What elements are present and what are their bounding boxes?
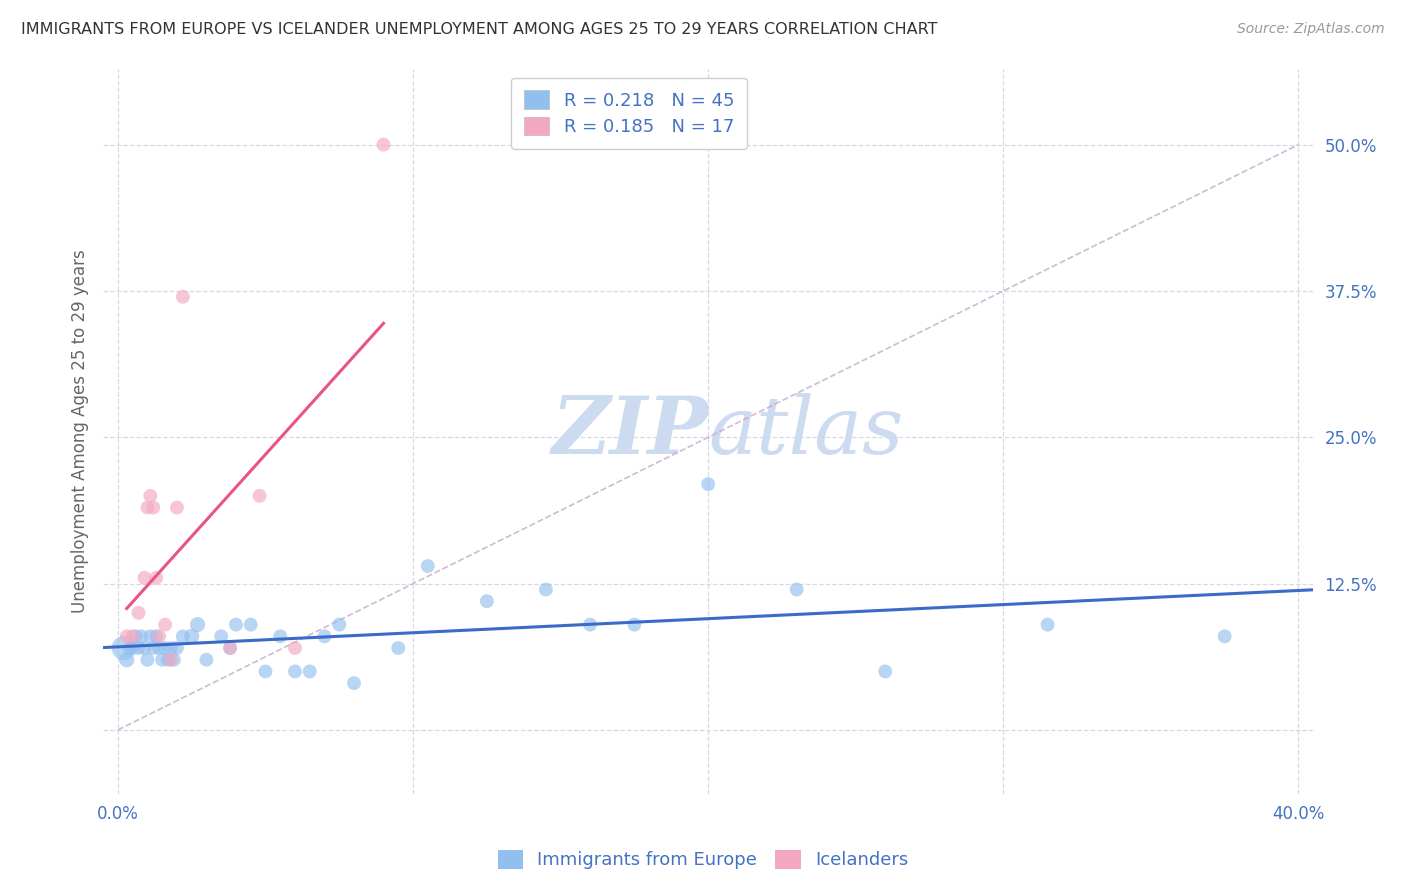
Point bbox=[623, 617, 645, 632]
Point bbox=[180, 629, 202, 643]
Point bbox=[387, 640, 409, 655]
Point bbox=[239, 617, 262, 632]
Point bbox=[128, 640, 150, 655]
Point bbox=[187, 617, 209, 632]
Point bbox=[142, 640, 165, 655]
Point bbox=[1213, 629, 1236, 643]
Point bbox=[124, 629, 146, 643]
Point bbox=[160, 653, 183, 667]
Y-axis label: Unemployment Among Ages 25 to 29 years: Unemployment Among Ages 25 to 29 years bbox=[72, 250, 89, 614]
Point bbox=[249, 489, 271, 503]
Point bbox=[534, 582, 557, 597]
Point bbox=[121, 640, 143, 655]
Text: Source: ZipAtlas.com: Source: ZipAtlas.com bbox=[1237, 22, 1385, 37]
Point bbox=[150, 653, 173, 667]
Point bbox=[142, 500, 165, 515]
Point bbox=[139, 489, 162, 503]
Point bbox=[134, 640, 156, 655]
Point bbox=[697, 477, 720, 491]
Point bbox=[209, 629, 232, 643]
Point bbox=[328, 617, 350, 632]
Text: IMMIGRANTS FROM EUROPE VS ICELANDER UNEMPLOYMENT AMONG AGES 25 TO 29 YEARS CORRE: IMMIGRANTS FROM EUROPE VS ICELANDER UNEM… bbox=[21, 22, 938, 37]
Point bbox=[148, 629, 170, 643]
Point bbox=[160, 640, 183, 655]
Point bbox=[115, 653, 138, 667]
Text: ZIP: ZIP bbox=[551, 392, 709, 470]
Point bbox=[786, 582, 808, 597]
Point bbox=[112, 640, 135, 655]
Point bbox=[416, 559, 439, 574]
Point bbox=[145, 629, 167, 643]
Point bbox=[219, 640, 242, 655]
Point bbox=[475, 594, 498, 608]
Legend: R = 0.218   N = 45, R = 0.185   N = 17: R = 0.218 N = 45, R = 0.185 N = 17 bbox=[512, 78, 747, 149]
Point bbox=[121, 629, 143, 643]
Point bbox=[172, 290, 194, 304]
Point bbox=[153, 617, 176, 632]
Point bbox=[153, 640, 176, 655]
Point bbox=[136, 653, 159, 667]
Point bbox=[195, 653, 218, 667]
Point bbox=[314, 629, 336, 643]
Point bbox=[145, 571, 167, 585]
Point bbox=[269, 629, 291, 643]
Point bbox=[139, 629, 162, 643]
Point bbox=[115, 629, 138, 643]
Point bbox=[373, 137, 395, 152]
Point bbox=[284, 640, 307, 655]
Point bbox=[1036, 617, 1059, 632]
Point bbox=[172, 629, 194, 643]
Point bbox=[219, 640, 242, 655]
Text: atlas: atlas bbox=[709, 392, 904, 470]
Point bbox=[254, 665, 277, 679]
Point bbox=[118, 640, 141, 655]
Point bbox=[157, 653, 180, 667]
Point bbox=[166, 500, 188, 515]
Point bbox=[875, 665, 897, 679]
Point bbox=[148, 640, 170, 655]
Legend: Immigrants from Europe, Icelanders: Immigrants from Europe, Icelanders bbox=[489, 841, 917, 879]
Point bbox=[136, 500, 159, 515]
Point bbox=[579, 617, 602, 632]
Point bbox=[343, 676, 366, 690]
Point bbox=[284, 665, 307, 679]
Point bbox=[128, 606, 150, 620]
Point bbox=[225, 617, 247, 632]
Point bbox=[134, 571, 156, 585]
Point bbox=[163, 653, 186, 667]
Point bbox=[131, 629, 153, 643]
Point bbox=[166, 640, 188, 655]
Point bbox=[298, 665, 321, 679]
